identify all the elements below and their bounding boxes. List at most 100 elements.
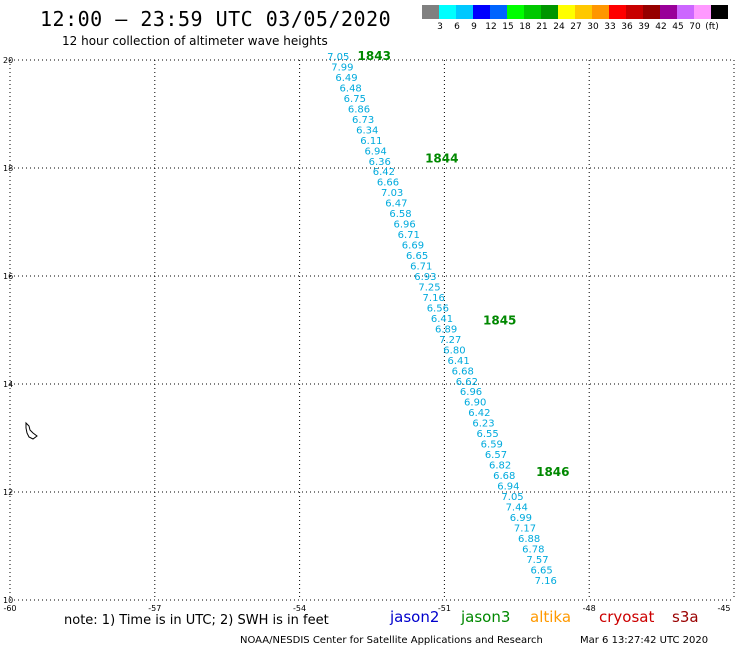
legend-label: 6 — [454, 22, 460, 32]
satellite-cryosat: cryosat — [599, 608, 655, 626]
legend-label: 33 — [604, 22, 616, 32]
legend-label: 42 — [655, 22, 667, 32]
swh-value: 6.68 — [493, 471, 515, 482]
map-grid — [9, 59, 735, 601]
swh-value: 7.57 — [526, 555, 548, 566]
swh-value: 7.27 — [439, 335, 461, 346]
swh-value: 7.16 — [535, 576, 557, 587]
swh-value: 6.41 — [431, 314, 453, 325]
legend-label: 12 — [485, 22, 497, 32]
map-subtitle: 12 hour collection of altimeter wave hei… — [62, 34, 328, 48]
legend-label: 3 — [437, 22, 443, 32]
swh-value: 6.68 — [452, 366, 474, 377]
swh-value: 6.78 — [522, 544, 544, 555]
legend-swatch — [592, 5, 609, 19]
footer-note: note: 1) Time is in UTC; 2) SWH is in fe… — [64, 613, 329, 628]
swh-value: 6.55 — [477, 429, 499, 440]
island-outline — [25, 421, 38, 440]
legend-label: 21 — [536, 22, 548, 32]
lon-tick-label: -54 — [293, 604, 306, 613]
pass-number: 1844 — [425, 152, 458, 166]
swh-value: 7.17 — [514, 523, 536, 534]
swh-value: 6.94 — [497, 482, 519, 493]
satellite-jason2: jason2 — [390, 608, 440, 626]
legend-label: 36 — [621, 22, 633, 32]
legend-swatch — [473, 5, 490, 19]
swh-value: 6.42 — [373, 167, 395, 178]
legend-swatch — [643, 5, 660, 19]
swh-value: 6.36 — [369, 157, 391, 168]
color-legend — [422, 5, 728, 19]
swh-value: 7.16 — [423, 293, 445, 304]
legend-swatch — [507, 5, 524, 19]
legend-label: 45 — [672, 22, 684, 32]
swh-value: 7.99 — [331, 62, 353, 73]
legend-swatch — [677, 5, 694, 19]
legend-label: (ft) — [705, 22, 719, 32]
lat-tick-label: 10 — [3, 596, 13, 605]
legend-swatch — [456, 5, 473, 19]
swh-value: 6.69 — [402, 241, 424, 252]
pass-number: 1846 — [536, 465, 569, 479]
pass-labels: 1843 1844 1845 1846 — [358, 49, 570, 479]
legend-swatch — [660, 5, 677, 19]
swh-value: 6.47 — [385, 199, 407, 210]
legend-swatch — [524, 5, 541, 19]
swh-value: 6.23 — [472, 419, 494, 430]
swh-value: 6.42 — [468, 408, 490, 419]
legend-label: 9 — [471, 22, 477, 32]
swh-value: 6.90 — [464, 398, 486, 409]
legend-label: 39 — [638, 22, 650, 32]
swh-value: 6.71 — [410, 262, 432, 273]
swh-value: 6.58 — [389, 209, 411, 220]
swh-value: 6.99 — [510, 513, 532, 524]
legend-label: 24 — [553, 22, 565, 32]
swh-value: 6.80 — [443, 345, 465, 356]
swh-value: 7.03 — [381, 188, 403, 199]
swh-value: 6.62 — [456, 377, 478, 388]
lat-tick-label: 20 — [3, 56, 13, 65]
legend-swatch — [558, 5, 575, 19]
footer-credit: NOAA/NESDIS Center for Satellite Applica… — [240, 635, 543, 646]
swh-value: 6.65 — [530, 565, 552, 576]
swh-value: 6.88 — [518, 534, 540, 545]
swh-value: 6.93 — [414, 272, 436, 283]
satellite-altika: altika — [530, 608, 572, 626]
swh-value: 6.71 — [398, 230, 420, 241]
lat-tick-label: 12 — [3, 488, 13, 497]
legend-swatch — [711, 5, 728, 19]
swh-value: 7.05 — [501, 492, 523, 503]
swh-value: 6.89 — [435, 324, 457, 335]
swh-value: 6.66 — [377, 178, 399, 189]
pass-number: 1845 — [483, 314, 516, 328]
legend-swatch — [490, 5, 507, 19]
footer-timestamp: Mar 6 13:27:42 UTC 2020 — [580, 635, 709, 646]
legend-swatch — [626, 5, 643, 19]
swh-value: 6.59 — [481, 440, 503, 451]
legend-label: 27 — [570, 22, 582, 32]
axis-tick-labels: -60 -57 -54 -51 -48 -45 20 18 16 14 12 10 — [3, 56, 731, 613]
swh-value: 6.94 — [364, 146, 386, 157]
swh-value: 7.05 — [327, 52, 349, 63]
swh-value: 6.57 — [485, 450, 507, 461]
lon-tick-label: -45 — [717, 604, 730, 613]
swh-value: 6.65 — [406, 251, 428, 262]
lon-tick-label: -60 — [3, 604, 16, 613]
swh-value: 6.73 — [352, 115, 374, 126]
legend-swatch — [609, 5, 626, 19]
legend-swatch — [541, 5, 558, 19]
swh-value: 6.56 — [427, 303, 449, 314]
pass-number: 1843 — [358, 49, 391, 63]
lat-tick-label: 16 — [3, 272, 13, 281]
swh-value: 6.49 — [335, 73, 357, 84]
legend-swatch — [575, 5, 592, 19]
swh-value: 6.34 — [356, 125, 378, 136]
swh-value: 7.44 — [506, 502, 528, 513]
legend-label: 18 — [519, 22, 531, 32]
legend-label: 30 — [587, 22, 599, 32]
lat-tick-label: 14 — [3, 380, 13, 389]
legend-swatch — [422, 5, 439, 19]
swh-value: 6.41 — [447, 356, 469, 367]
legend-label: 15 — [502, 22, 514, 32]
swh-value: 6.86 — [348, 104, 370, 115]
